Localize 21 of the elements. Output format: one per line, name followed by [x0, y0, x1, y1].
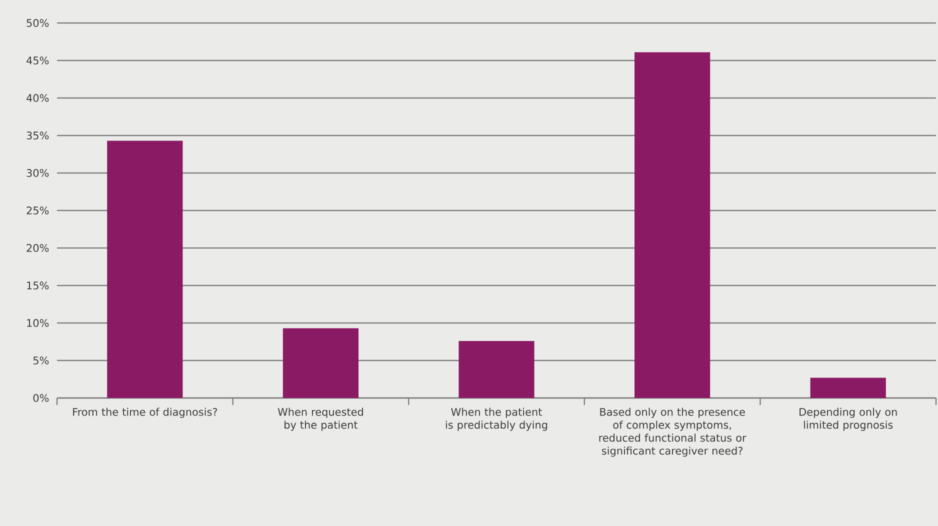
y-tick-label: 40% — [26, 94, 49, 102]
bar — [458, 340, 534, 398]
y-tick-label: 30% — [26, 169, 49, 177]
x-tick-label: When requested by the patient — [278, 408, 363, 431]
y-tick-label: 20% — [26, 244, 49, 252]
bar — [810, 378, 886, 398]
x-tick-label: When the patient is predictably dying — [446, 408, 548, 431]
x-tick-label: From the time of diagnosis? — [73, 408, 218, 418]
y-tick-label: 35% — [26, 132, 49, 140]
y-tick-label: 0% — [33, 394, 49, 402]
bar — [107, 140, 183, 398]
y-tick-label: 10% — [27, 319, 49, 327]
bar — [634, 52, 710, 398]
y-tick-label: 15% — [27, 282, 49, 290]
x-tick-label: Based only on the presence of complex symptoms, reduced functional status or significant caregiver need? — [599, 408, 746, 457]
y-tick-label: 45% — [26, 56, 49, 64]
y-tick-label: 5% — [33, 356, 49, 364]
y-tick-label: 25% — [26, 206, 49, 214]
bar — [282, 328, 359, 398]
y-tick-label: 50% — [26, 19, 49, 27]
x-tick-label: Depending only on limited prognosis — [800, 408, 897, 431]
